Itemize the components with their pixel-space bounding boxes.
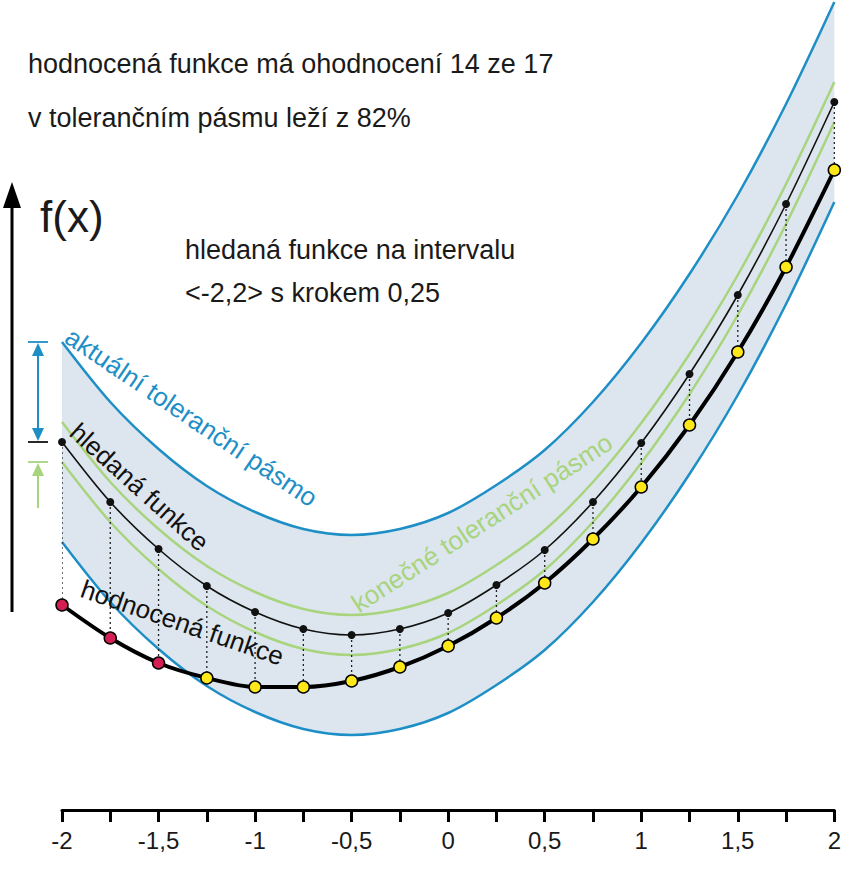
- svg-text:2: 2: [828, 827, 841, 854]
- svg-text:f(x): f(x): [40, 192, 104, 241]
- svg-text:-2: -2: [51, 827, 72, 854]
- svg-text:hledaná funkce na intervalu: hledaná funkce na intervalu: [185, 235, 515, 265]
- svg-text:-1,5: -1,5: [138, 827, 179, 854]
- svg-text:<-2,2> s krokem 0,25: <-2,2> s krokem 0,25: [185, 278, 440, 308]
- svg-text:hodnocená funkce: hodnocená funkce: [77, 574, 288, 672]
- svg-text:aktuální toleranční pásmo: aktuální toleranční pásmo: [60, 322, 323, 513]
- svg-text:1: 1: [635, 827, 648, 854]
- svg-text:0,5: 0,5: [528, 827, 561, 854]
- svg-text:0: 0: [441, 827, 454, 854]
- svg-text:konečné toleranční pásmo: konečné toleranční pásmo: [346, 427, 618, 618]
- svg-text:v tolerančním pásmu leží z 82%: v tolerančním pásmu leží z 82%: [28, 103, 411, 133]
- svg-text:1,5: 1,5: [721, 827, 754, 854]
- svg-text:-0,5: -0,5: [331, 827, 372, 854]
- svg-text:-1: -1: [244, 827, 265, 854]
- svg-text:hodnocená funkce má ohodnocení: hodnocená funkce má ohodnocení 14 ze 17: [28, 49, 553, 79]
- svg-text:hledaná funkce: hledaná funkce: [64, 417, 215, 557]
